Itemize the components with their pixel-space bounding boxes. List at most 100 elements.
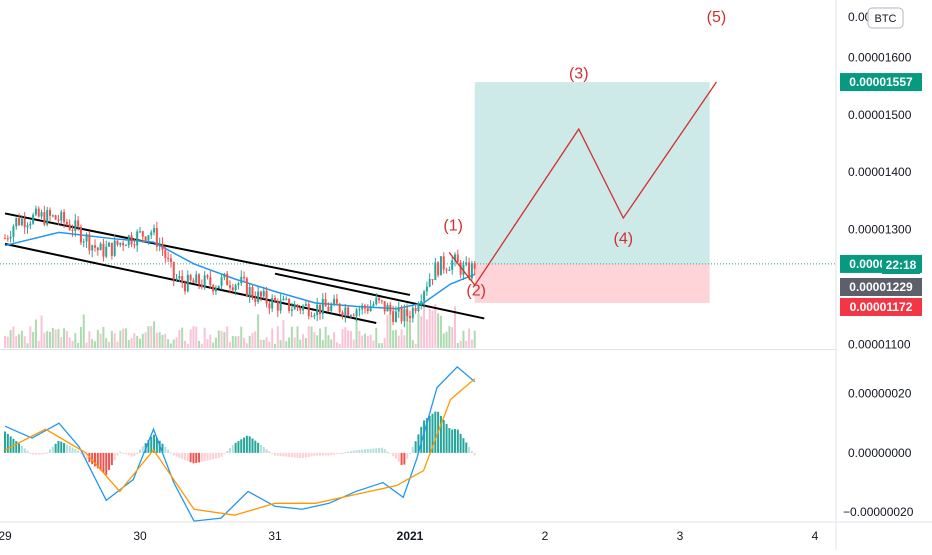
candle-body	[459, 262, 462, 275]
symbol-badge-text: BTC	[875, 13, 897, 25]
candle-body	[54, 215, 57, 220]
volume-bar	[119, 330, 122, 348]
volume-bar	[65, 330, 68, 348]
volume-bar	[394, 329, 397, 348]
candle-body	[144, 236, 147, 241]
candle-body	[456, 254, 459, 263]
macd-histogram-bar	[271, 452, 274, 454]
volume-bar	[85, 342, 88, 348]
symbol-badge	[867, 7, 904, 29]
candle-body	[119, 242, 122, 245]
candle-body	[251, 287, 254, 298]
candle-body	[108, 242, 111, 247]
volume-bar	[378, 343, 381, 348]
volume-bar	[442, 333, 445, 348]
volume-bar	[71, 340, 74, 348]
volume-bar	[23, 336, 26, 348]
volume-bar	[372, 340, 375, 348]
candle-body	[169, 258, 172, 262]
candle-body	[245, 278, 248, 297]
candle-body	[380, 300, 383, 302]
price-badges: 0.000015570.0000124022:180.000012290.000…	[840, 73, 922, 316]
volume-bar	[110, 330, 113, 348]
candle-body	[217, 285, 220, 289]
candle-body	[411, 307, 414, 319]
volume-bar	[214, 337, 217, 348]
volume-bar	[136, 335, 139, 348]
volume-bar	[161, 334, 164, 348]
macd-histogram-bar	[324, 452, 327, 456]
candle-body	[271, 297, 274, 309]
macd-histogram-bar	[91, 452, 94, 465]
candle-body	[192, 280, 195, 283]
candle-body	[383, 301, 386, 312]
macd-histogram-bar	[411, 447, 414, 453]
candle-body	[442, 256, 445, 270]
macd-histogram-bar	[369, 448, 372, 453]
candle-body	[51, 215, 54, 217]
time-tick-label: 4	[812, 529, 819, 543]
candle-body	[310, 316, 313, 318]
volume-bar	[352, 339, 355, 348]
candle-body	[327, 306, 330, 312]
volume-bar	[459, 340, 462, 348]
macd-histogram-bar	[85, 452, 88, 460]
macd-line	[4, 365, 476, 522]
volume-bar	[470, 339, 473, 348]
macd-histogram-bar	[122, 452, 125, 454]
volume-bar	[164, 333, 167, 348]
volume-bar	[51, 327, 54, 348]
macd-histogram-bar	[470, 451, 473, 453]
candle-body	[257, 291, 260, 302]
candle-body	[437, 262, 440, 276]
candle-body	[20, 218, 23, 226]
candle-body	[276, 301, 279, 311]
candle-body	[420, 300, 423, 306]
candle-body	[389, 304, 392, 312]
price-badge	[882, 256, 920, 274]
macd-histogram-bar	[4, 431, 6, 453]
macd-histogram-bar	[43, 452, 46, 455]
trade-zones	[0, 82, 836, 303]
candle-body	[259, 291, 262, 297]
macd-pane	[4, 365, 476, 522]
elliott-wave-path	[448, 81, 717, 287]
macd-tick-label: −0.00000020	[843, 505, 914, 519]
macd-histogram-bar	[71, 447, 74, 453]
volume-bar	[175, 337, 178, 348]
volume-bar	[423, 301, 426, 348]
wave-projection: (1) (2) (3) (4) (5)	[443, 9, 726, 300]
candle-body	[468, 262, 471, 279]
macd-histogram-bar	[403, 452, 406, 465]
macd-histogram-bar	[167, 449, 170, 453]
volume-bar	[268, 341, 271, 348]
volume-bar	[108, 341, 111, 348]
macd-histogram-bar	[68, 446, 71, 453]
channel-line-2	[4, 242, 377, 325]
candle-body	[212, 285, 215, 292]
candle-body	[29, 223, 32, 226]
price-tick-label: 0.00001300	[848, 223, 912, 237]
volume-bar	[349, 330, 352, 348]
macd-histogram-bar	[392, 452, 395, 457]
candle-body	[195, 274, 198, 283]
candle-body	[344, 307, 347, 316]
volume-bar	[240, 326, 243, 348]
macd-histogram-bar	[153, 434, 156, 453]
time-tick-label: 29	[0, 529, 12, 543]
candle-body	[32, 214, 35, 224]
candle-body	[265, 290, 268, 304]
macd-histogram-bar	[51, 446, 54, 453]
candle-body	[164, 249, 167, 258]
macd-histogram-bar	[397, 452, 400, 462]
volume-bar	[46, 331, 49, 348]
candle-body	[127, 235, 130, 246]
candle-body	[57, 219, 60, 221]
macd-histogram-bar	[26, 450, 29, 453]
candle-body	[136, 231, 139, 246]
macd-histogram-bar	[383, 448, 386, 453]
candle-body	[473, 263, 476, 269]
volume-bar	[18, 334, 21, 348]
